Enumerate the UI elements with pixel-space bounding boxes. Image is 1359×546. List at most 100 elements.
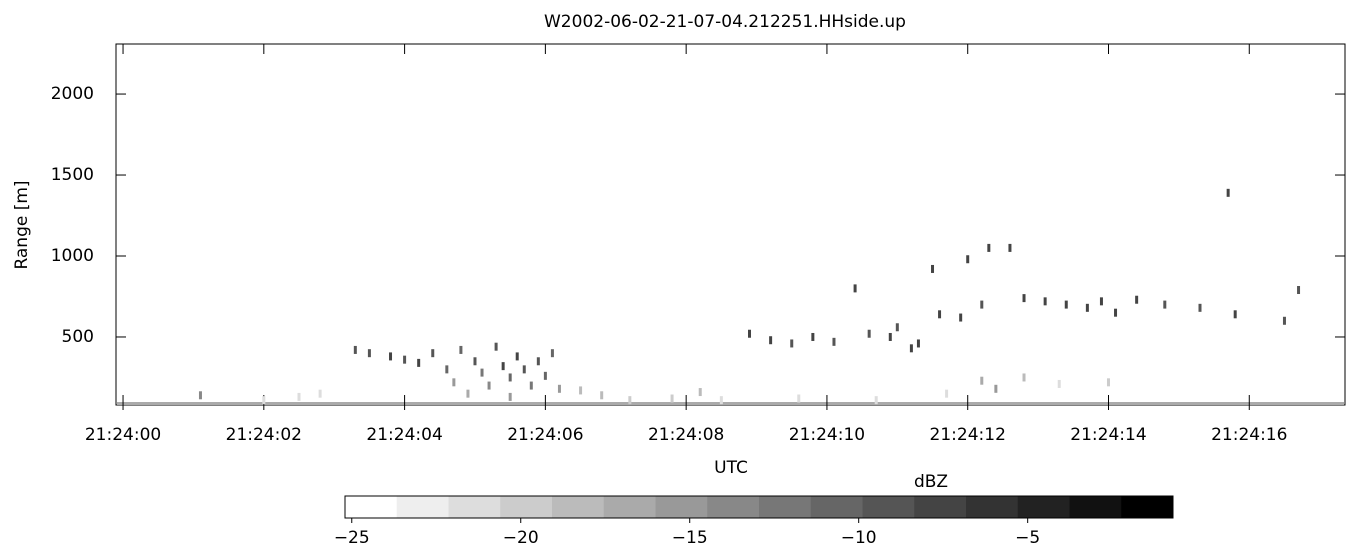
echo xyxy=(628,396,632,405)
echo xyxy=(466,389,470,398)
echo xyxy=(367,349,371,358)
echo xyxy=(1106,378,1110,387)
x-tick-label: 21:24:12 xyxy=(930,425,1006,445)
echo xyxy=(938,310,942,319)
echo xyxy=(353,345,357,354)
colorbar-frame xyxy=(344,495,1174,519)
echo xyxy=(769,336,773,345)
echo xyxy=(557,384,561,393)
echo xyxy=(1099,297,1103,306)
echo xyxy=(403,355,407,364)
colorbar-label: dBZ xyxy=(914,472,948,492)
echo xyxy=(698,388,702,397)
colorbar-swatch xyxy=(552,496,605,518)
echo xyxy=(888,332,892,341)
echo xyxy=(980,376,984,385)
echo xyxy=(452,378,456,387)
y-tick-label: 2000 xyxy=(51,84,94,104)
colorbar-swatch xyxy=(396,496,449,518)
echo xyxy=(1085,303,1089,312)
colorbar-swatch xyxy=(655,496,708,518)
x-tick-label: 21:24:00 xyxy=(85,425,161,445)
echo xyxy=(811,332,815,341)
echo xyxy=(994,384,998,393)
x-tick-label: 21:24:10 xyxy=(789,425,865,445)
echo xyxy=(501,362,505,371)
y-tick-label: 500 xyxy=(62,327,94,347)
x-tick-label: 21:24:04 xyxy=(366,425,442,445)
echo xyxy=(508,392,512,401)
colorbar-swatch xyxy=(862,496,915,518)
colorbar-swatch xyxy=(500,496,553,518)
echo xyxy=(198,391,202,400)
echo xyxy=(1198,303,1202,312)
echo xyxy=(389,352,393,361)
echo xyxy=(1043,297,1047,306)
echo xyxy=(529,381,533,390)
echo xyxy=(790,339,794,348)
echo xyxy=(417,358,421,367)
echo xyxy=(508,373,512,382)
echo xyxy=(515,352,519,361)
echo xyxy=(670,394,674,403)
echo xyxy=(909,344,913,353)
echo xyxy=(1135,295,1139,304)
echo xyxy=(966,255,970,264)
colorbar-tick-label: −15 xyxy=(672,528,708,546)
plot-frame xyxy=(115,43,1346,406)
echo xyxy=(931,264,935,273)
ground-clutter xyxy=(117,402,1344,405)
colorbar-swatch xyxy=(1121,496,1174,518)
echo xyxy=(1226,188,1230,197)
echo xyxy=(867,329,871,338)
colorbar-swatch xyxy=(345,496,398,518)
echo xyxy=(1163,300,1167,309)
echo xyxy=(543,371,547,380)
echo xyxy=(1022,294,1026,303)
echo xyxy=(1282,316,1286,325)
colorbar-tick-label: −25 xyxy=(334,528,370,546)
y-tick-label: 1500 xyxy=(51,165,94,185)
echo xyxy=(959,313,963,322)
echo xyxy=(895,323,899,332)
echo xyxy=(980,300,984,309)
chart-title: W2002-06-02-21-07-04.212251.HHside.up xyxy=(544,12,906,32)
echo xyxy=(318,389,322,398)
echo xyxy=(431,349,435,358)
echo xyxy=(473,357,477,366)
echo xyxy=(987,243,991,252)
echo xyxy=(459,345,463,354)
x-tick-label: 21:24:08 xyxy=(648,425,724,445)
colorbar-swatch xyxy=(1069,496,1122,518)
colorbar-tick-label: −5 xyxy=(1015,528,1040,546)
echo xyxy=(536,357,540,366)
x-tick-label: 21:24:14 xyxy=(1070,425,1146,445)
echo xyxy=(1064,300,1068,309)
echo xyxy=(748,329,752,338)
x-tick-label: 21:24:02 xyxy=(226,425,302,445)
colorbar-swatch xyxy=(966,496,1019,518)
echo xyxy=(832,337,836,346)
echo xyxy=(1022,373,1026,382)
x-tick-label: 21:24:06 xyxy=(507,425,583,445)
echo xyxy=(1233,310,1237,319)
echo xyxy=(1297,286,1301,295)
echo xyxy=(262,396,266,405)
echo xyxy=(445,365,449,374)
echo xyxy=(719,396,723,405)
x-axis-label: UTC xyxy=(714,458,748,478)
colorbar-swatch xyxy=(448,496,501,518)
colorbar-swatch xyxy=(603,496,656,518)
echo xyxy=(480,368,484,377)
echo xyxy=(874,396,878,405)
echo xyxy=(297,392,301,401)
colorbar-swatch xyxy=(1017,496,1070,518)
colorbar-swatch xyxy=(810,496,863,518)
echo xyxy=(1114,308,1118,317)
echo xyxy=(487,381,491,390)
echo xyxy=(522,365,526,374)
colorbar-swatch xyxy=(914,496,967,518)
echo xyxy=(600,391,604,400)
echo xyxy=(1008,243,1012,252)
